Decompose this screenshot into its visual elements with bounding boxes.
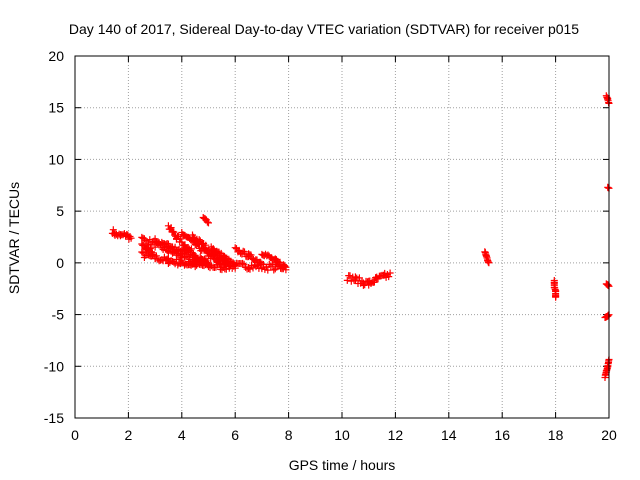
y-tick-label: -10 <box>44 358 64 374</box>
data-point <box>386 269 394 277</box>
y-tick-labels: -15 -10 -5 0 5 10 15 20 <box>44 48 64 426</box>
x-axis-title: GPS time / hours <box>289 457 396 473</box>
data-point <box>276 258 284 266</box>
data-point <box>282 263 290 271</box>
data-points <box>108 92 613 381</box>
y-tick-label: 15 <box>48 100 64 116</box>
x-tick-label: 0 <box>71 427 79 443</box>
data-point <box>258 260 266 268</box>
data-point <box>281 262 289 270</box>
data-point <box>109 226 117 234</box>
data-point <box>203 218 211 226</box>
x-tick-labels: 0 2 4 6 8 10 12 14 16 18 20 <box>71 427 617 443</box>
data-point <box>239 259 247 267</box>
plot-frame <box>74 55 610 419</box>
data-point <box>257 258 265 266</box>
data-point <box>267 262 275 270</box>
y-tick-label: 0 <box>56 255 64 271</box>
y-tick-label: 10 <box>48 151 64 167</box>
x-tick-label: 14 <box>441 427 457 443</box>
x-tick-label: 12 <box>388 427 404 443</box>
data-point <box>205 260 212 268</box>
data-point <box>152 252 160 260</box>
data-point <box>190 250 197 258</box>
data-point <box>127 234 135 242</box>
x-tick-label: 20 <box>601 427 617 443</box>
data-point <box>187 245 195 253</box>
data-point <box>241 248 248 256</box>
x-tick-label: 8 <box>285 427 293 443</box>
data-point <box>203 259 211 267</box>
data-point <box>351 273 359 281</box>
x-tick-label: 10 <box>334 427 350 443</box>
data-point <box>264 266 272 274</box>
data-point <box>147 241 155 249</box>
data-point <box>170 228 178 236</box>
x-tick-label: 6 <box>231 427 239 443</box>
data-point <box>148 249 156 257</box>
data-point <box>230 260 238 268</box>
data-point <box>231 244 239 252</box>
data-point <box>370 278 378 286</box>
chart-title: Day 140 of 2017, Sidereal Day-to-day VTE… <box>69 21 579 37</box>
data-point <box>249 264 257 272</box>
y-tick-label: -15 <box>44 410 64 426</box>
y-axis-title: SDTVAR / TECUs <box>6 182 22 294</box>
data-point <box>164 240 172 248</box>
data-point <box>147 248 155 256</box>
data-point <box>552 293 560 301</box>
data-point <box>231 261 239 269</box>
data-point <box>604 282 612 289</box>
data-point <box>138 248 146 256</box>
data-point <box>343 276 351 284</box>
data-point <box>186 247 194 254</box>
data-point <box>485 259 493 267</box>
data-point <box>246 265 254 273</box>
data-point <box>240 260 248 268</box>
data-point <box>202 241 210 249</box>
data-point <box>146 245 154 252</box>
y-tick-label: -5 <box>52 307 65 323</box>
x-tick-label: 2 <box>125 427 133 443</box>
x-tick-label: 4 <box>178 427 186 443</box>
data-point <box>385 273 393 281</box>
data-point <box>167 224 175 232</box>
data-point <box>195 236 203 244</box>
y-tick-label: 5 <box>56 203 64 219</box>
x-tick-label: 16 <box>494 427 510 443</box>
data-point <box>177 235 185 243</box>
data-point <box>270 266 278 274</box>
data-point <box>247 251 255 259</box>
x-tick-label: 18 <box>548 427 564 443</box>
y-tick-label: 20 <box>48 48 64 64</box>
data-point <box>126 233 134 240</box>
data-point <box>205 219 212 227</box>
